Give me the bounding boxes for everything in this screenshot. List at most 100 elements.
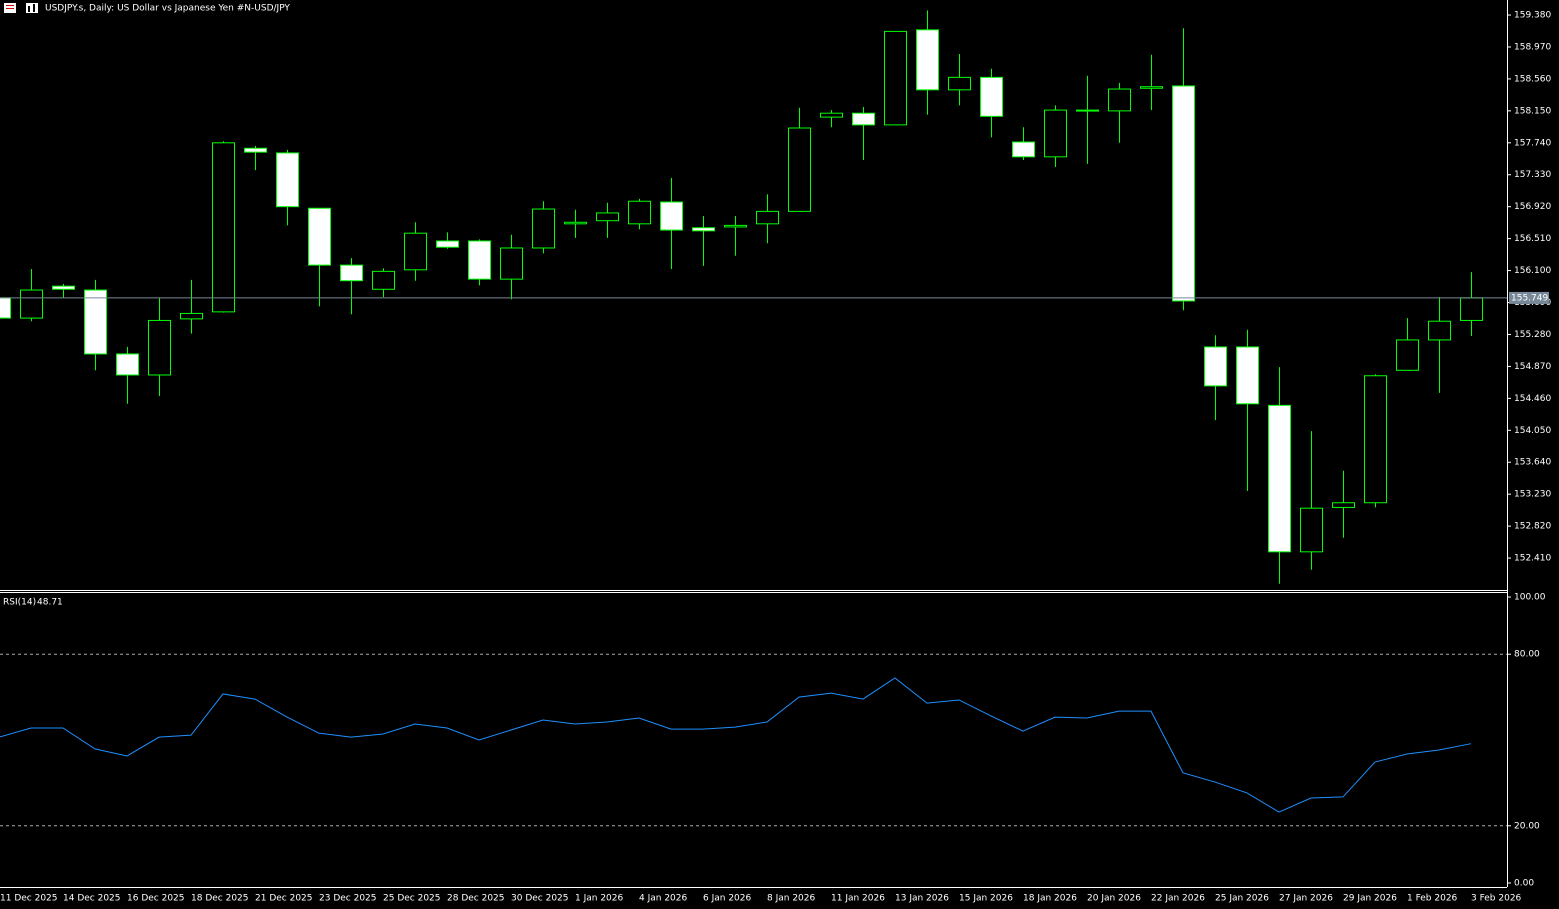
y-tick-label: 159.380 — [1514, 11, 1551, 21]
y-tick-label: 154.870 — [1514, 362, 1551, 372]
x-tick-label: 20 Jan 2026 — [1087, 894, 1141, 904]
candle-body — [628, 200, 651, 225]
x-tick-label: 15 Jan 2026 — [959, 894, 1013, 904]
candle-body — [884, 30, 907, 126]
candle-body — [340, 264, 363, 282]
candle-body — [916, 29, 939, 91]
x-tick-label: 1 Jan 2026 — [575, 894, 623, 904]
candle-body — [948, 76, 971, 91]
candle-body — [52, 285, 75, 290]
x-tick-label: 29 Jan 2026 — [1343, 894, 1397, 904]
candle-body — [564, 221, 587, 225]
candle-body — [532, 208, 555, 249]
candle-body — [1172, 85, 1195, 302]
rsi-line — [0, 677, 1472, 813]
candle-body — [148, 319, 171, 376]
y-tick-label: 153.640 — [1514, 458, 1551, 468]
candle-body — [308, 207, 331, 266]
y-tick-label: 0.00 — [1514, 879, 1534, 889]
candle-body — [1236, 346, 1259, 405]
x-tick-label: 4 Jan 2026 — [639, 894, 687, 904]
candle-body — [1012, 141, 1035, 158]
x-tick-label: 23 Dec 2025 — [319, 894, 377, 904]
candle-body — [1044, 109, 1067, 158]
x-tick-label: 3 Feb 2026 — [1471, 894, 1522, 904]
candle-body — [1460, 297, 1483, 321]
y-tick-label: 20.00 — [1514, 821, 1540, 831]
candle-body — [436, 240, 459, 248]
candle-body — [660, 201, 683, 231]
y-tick-label: 158.560 — [1514, 74, 1551, 84]
symbol-icons — [4, 3, 38, 13]
candle-body — [724, 224, 747, 228]
y-tick-label: 154.460 — [1514, 394, 1551, 404]
y-tick-label: 155.280 — [1514, 330, 1551, 340]
candle-body — [692, 227, 715, 232]
candle-body — [1076, 109, 1099, 112]
y-tick-label: 158.970 — [1514, 42, 1551, 52]
candle-body — [500, 247, 523, 280]
candle-body — [404, 232, 427, 271]
x-tick-label: 11 Dec 2025 — [0, 894, 58, 904]
candle-body — [820, 112, 843, 118]
y-tick-label: 156.100 — [1514, 266, 1551, 276]
candle-body — [1140, 86, 1163, 89]
icon — [6, 8, 14, 9]
candle-body — [1108, 88, 1131, 112]
candle-body — [1396, 339, 1419, 371]
y-tick-label: 156.920 — [1514, 202, 1551, 212]
candle-body — [372, 270, 395, 290]
y-tick-label: 153.230 — [1514, 490, 1551, 500]
x-tick-label: 16 Dec 2025 — [127, 894, 185, 904]
candle-body — [116, 353, 139, 376]
candle-body — [468, 240, 491, 280]
candle-body — [180, 312, 203, 320]
candle-body — [1204, 346, 1227, 387]
candle-body — [0, 297, 11, 319]
x-tick-label: 27 Jan 2026 — [1279, 894, 1333, 904]
price-label: 155.749 — [1511, 293, 1548, 303]
y-tick-label: 158.150 — [1514, 106, 1551, 116]
y-tick-label: 156.510 — [1514, 234, 1551, 244]
x-tick-label: 11 Jan 2026 — [831, 894, 885, 904]
y-tick-label: 152.410 — [1514, 554, 1551, 564]
y-tick-label: 100.00 — [1514, 593, 1546, 603]
candle-body — [1300, 507, 1323, 553]
candle-body — [244, 147, 267, 153]
icon — [33, 4, 35, 12]
x-tick-label: 18 Dec 2025 — [191, 894, 249, 904]
candle-body — [1364, 375, 1387, 504]
candle-body — [276, 152, 299, 208]
y-tick-label: 157.330 — [1514, 170, 1551, 180]
x-tick-label: 6 Jan 2026 — [703, 894, 751, 904]
x-tick-label: 21 Dec 2025 — [255, 894, 313, 904]
y-tick-label: 80.00 — [1514, 650, 1540, 660]
icon — [6, 5, 14, 6]
candle-body — [84, 289, 107, 355]
chart-title: USDJPY.s, Daily: US Dollar vs Japanese Y… — [45, 4, 290, 14]
x-tick-label: 13 Jan 2026 — [895, 894, 949, 904]
x-tick-label: 25 Jan 2026 — [1215, 894, 1269, 904]
x-tick-label: 22 Jan 2026 — [1151, 894, 1205, 904]
x-tick-label: 30 Dec 2025 — [511, 894, 569, 904]
x-tick-label: 14 Dec 2025 — [63, 894, 121, 904]
candle-body — [852, 112, 875, 126]
y-tick-label: 157.740 — [1514, 138, 1551, 148]
x-tick-label: 8 Jan 2026 — [767, 894, 815, 904]
x-tick-label: 18 Jan 2026 — [1023, 894, 1077, 904]
y-tick-label: 152.820 — [1514, 522, 1551, 532]
candle-body — [980, 76, 1003, 117]
price-label-box — [1509, 291, 1549, 304]
indicator-title: RSI(14) — [3, 598, 36, 608]
icon — [26, 3, 38, 13]
candle-body — [596, 212, 619, 222]
candle-body — [1428, 320, 1451, 341]
candle-body — [20, 289, 43, 319]
candle-body — [1332, 502, 1355, 508]
x-tick-label: 1 Feb 2026 — [1407, 894, 1458, 904]
candle-body — [788, 127, 811, 212]
candle-body — [756, 210, 779, 225]
